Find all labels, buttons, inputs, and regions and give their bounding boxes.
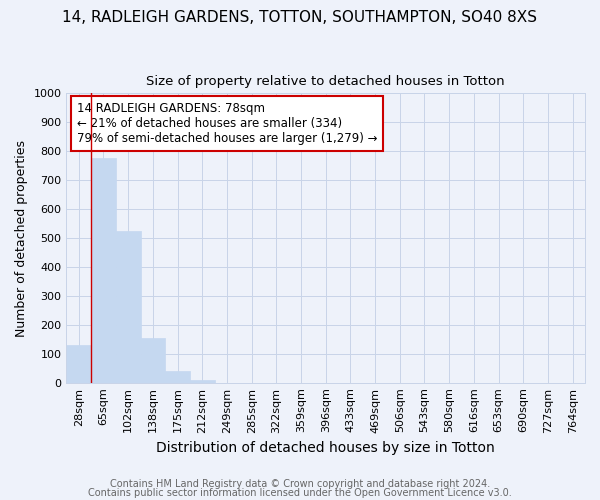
- Text: 14 RADLEIGH GARDENS: 78sqm
← 21% of detached houses are smaller (334)
79% of sem: 14 RADLEIGH GARDENS: 78sqm ← 21% of deta…: [77, 102, 377, 145]
- Bar: [116, 231, 140, 382]
- Bar: [140, 338, 165, 382]
- Y-axis label: Number of detached properties: Number of detached properties: [15, 140, 28, 336]
- Title: Size of property relative to detached houses in Totton: Size of property relative to detached ho…: [146, 75, 505, 88]
- Text: Contains public sector information licensed under the Open Government Licence v3: Contains public sector information licen…: [88, 488, 512, 498]
- Text: Contains HM Land Registry data © Crown copyright and database right 2024.: Contains HM Land Registry data © Crown c…: [110, 479, 490, 489]
- Bar: [91, 158, 116, 382]
- Text: 14, RADLEIGH GARDENS, TOTTON, SOUTHAMPTON, SO40 8XS: 14, RADLEIGH GARDENS, TOTTON, SOUTHAMPTO…: [62, 10, 538, 25]
- Bar: [67, 345, 91, 383]
- Bar: [165, 371, 190, 382]
- Bar: [190, 380, 215, 382]
- X-axis label: Distribution of detached houses by size in Totton: Distribution of detached houses by size …: [157, 441, 495, 455]
